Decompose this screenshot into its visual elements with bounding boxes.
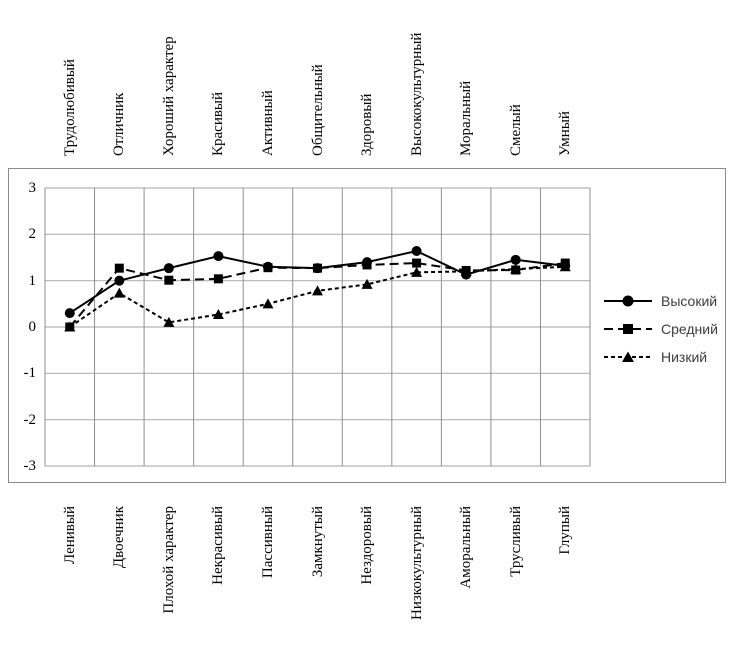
data-point-square xyxy=(313,263,322,273)
data-point-circle xyxy=(163,263,174,274)
legend-label: Высокий xyxy=(661,293,718,309)
data-point-triangle xyxy=(163,316,175,327)
y-tick-label: 0 xyxy=(28,319,37,335)
y-tick-label: 2 xyxy=(28,226,37,243)
data-point-square xyxy=(213,274,223,284)
data-point-triangle xyxy=(212,308,224,319)
bottom-axis-label-text: Нездоровый xyxy=(359,506,376,585)
data-point-circle xyxy=(114,275,125,286)
data-point-circle xyxy=(411,246,422,257)
y-tick-label: -3 xyxy=(23,458,37,474)
legend-triangle-marker-icon xyxy=(622,351,634,362)
top-axis-label-text: Общительный xyxy=(309,64,326,156)
y-tick-label: 3 xyxy=(28,180,37,196)
legend-item: Средний xyxy=(604,319,718,339)
data-point-circle xyxy=(510,254,521,265)
data-point-square xyxy=(114,263,124,273)
legend-square-marker-icon xyxy=(623,324,633,334)
legend-square-line-icon xyxy=(604,324,652,334)
legend-triangle-line-icon xyxy=(604,351,652,362)
top-axis-label-text: Высококультурный xyxy=(408,32,425,156)
bottom-axis-label-text: Замкнутый xyxy=(309,506,326,578)
chart-frame xyxy=(8,168,726,483)
y-tick-label: -2 xyxy=(23,411,37,428)
legend-circle-line-icon xyxy=(604,295,652,307)
data-point-circle xyxy=(64,308,75,319)
top-axis-label-text: Активный xyxy=(259,90,276,156)
y-tick-label: 1 xyxy=(28,272,37,289)
bottom-axis-label-text: Плохой характер xyxy=(160,506,177,614)
data-point-triangle xyxy=(361,278,373,289)
top-axis-label-text: Смелый xyxy=(507,104,524,156)
legend-item: Высокий xyxy=(604,291,718,311)
plot-canvas xyxy=(44,187,591,467)
top-axis-label-text: Трудолюбивый xyxy=(61,59,78,156)
plot-area xyxy=(44,187,591,467)
data-point-triangle xyxy=(559,261,571,272)
data-point-triangle xyxy=(510,263,522,274)
data-point-triangle xyxy=(113,287,125,298)
y-tick-label: -1 xyxy=(23,365,37,382)
data-point-square xyxy=(362,260,372,270)
data-point-triangle xyxy=(262,298,274,309)
top-axis-label-text: Здоровый xyxy=(359,93,376,156)
data-point-square xyxy=(164,275,174,285)
top-axis-label-text: Красивый xyxy=(210,91,227,156)
data-point-circle xyxy=(213,251,224,262)
data-point-triangle xyxy=(64,321,76,332)
legend-label: Низкий xyxy=(661,349,708,365)
legend-item: Низкий xyxy=(604,347,718,367)
data-point-triangle xyxy=(411,266,423,277)
bottom-axis-label-text: Аморальный xyxy=(458,506,475,589)
top-axis-label-text: Умный xyxy=(557,111,574,156)
data-point-square xyxy=(263,263,273,273)
top-axis-label-text: Моральный xyxy=(458,80,475,156)
legend-label: Средний xyxy=(661,321,718,337)
legend: Высокий Средний Низкий xyxy=(604,291,718,375)
bottom-axis-label-text: Трусливый xyxy=(507,506,524,577)
top-axis-label-text: Хороший характер xyxy=(160,36,177,156)
data-point-triangle xyxy=(312,285,323,296)
bottom-axis-label-text: Ленивый xyxy=(61,506,78,564)
legend-circle-marker-icon xyxy=(622,295,634,307)
bottom-axis-label-text: Низкокультурный xyxy=(408,506,425,620)
bottom-axis-label-text: Некрасивый xyxy=(210,506,227,585)
bottom-axis-label-text: Глупый xyxy=(557,506,574,555)
top-axis-label-text: Отличник xyxy=(111,92,128,156)
data-point-triangle xyxy=(460,265,472,276)
bottom-axis-label-text: Пассивный xyxy=(259,506,276,579)
bottom-axis-label-text: Двоечник xyxy=(111,506,128,569)
data-point-square xyxy=(412,258,422,268)
